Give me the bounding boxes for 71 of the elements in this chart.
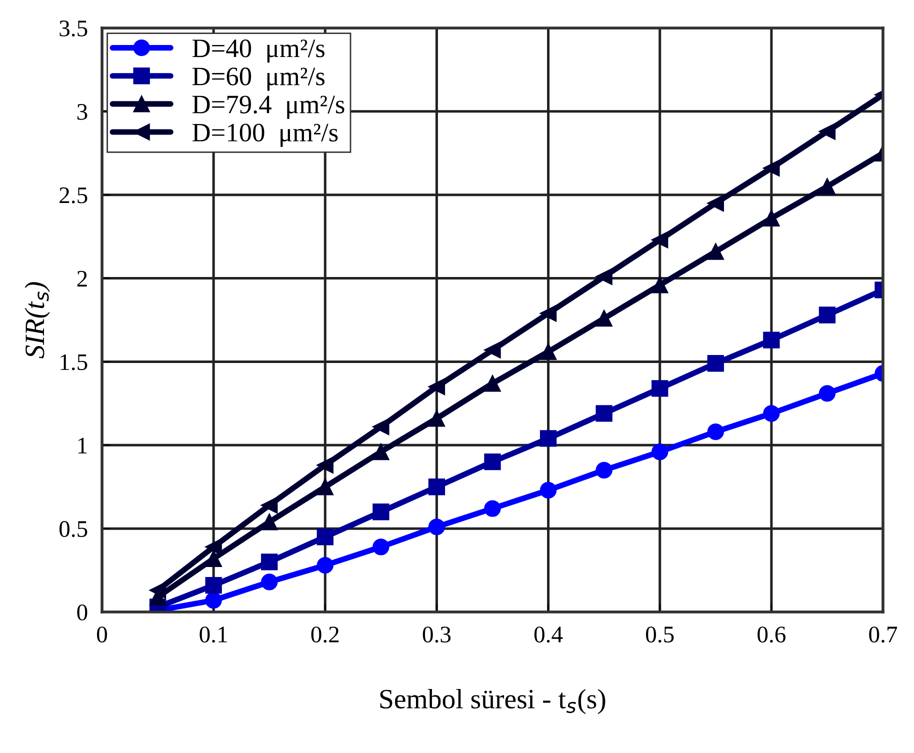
point — [484, 500, 501, 517]
y-tick-label: 3 — [77, 104, 88, 120]
point — [596, 268, 612, 285]
y-tick-label: 1 — [78, 438, 87, 454]
y-tick-label: 3.5 — [60, 20, 88, 37]
point — [652, 380, 668, 397]
point — [763, 332, 780, 348]
point — [707, 194, 724, 212]
point — [372, 504, 390, 520]
y-tick-label: 2.5 — [60, 187, 88, 204]
y-tick-label: 0.5 — [59, 521, 88, 538]
x-tick-label: 0.4 — [534, 626, 563, 643]
point — [596, 310, 612, 327]
point — [707, 423, 724, 440]
point — [596, 405, 612, 422]
point — [149, 582, 166, 599]
point — [261, 554, 278, 570]
legend-label: D=40 μm²/s — [192, 39, 324, 63]
point — [428, 518, 446, 536]
point — [484, 342, 501, 358]
point — [205, 550, 222, 567]
point — [205, 538, 222, 556]
point — [484, 375, 501, 392]
point — [540, 430, 557, 447]
y-axis-title: SIR(t$_{s}$) — [24, 282, 50, 358]
point — [818, 385, 836, 402]
point — [596, 462, 612, 479]
x-tick-label: 0.1 — [200, 626, 227, 643]
point — [261, 496, 278, 514]
point — [316, 556, 334, 574]
point — [540, 304, 557, 322]
legend-label: D=79.4 μm²/s — [192, 96, 344, 119]
point — [818, 306, 836, 324]
x-tick-label: 0 — [96, 626, 108, 643]
point — [818, 178, 836, 195]
point — [540, 482, 557, 499]
point — [372, 418, 390, 436]
x-tick-label: 0.2 — [311, 626, 339, 643]
y-tick-label: 2 — [77, 270, 87, 286]
x-tick-label: 0.7 — [869, 626, 898, 643]
x-axis-title: Sembol süresi - t$_{s}$(s) — [380, 688, 606, 714]
point — [316, 456, 334, 474]
point — [372, 538, 390, 556]
y-tick-label: 1.5 — [60, 354, 88, 370]
x-tick-label: 0.6 — [758, 626, 786, 643]
point — [652, 276, 668, 294]
point — [707, 243, 724, 260]
point — [428, 478, 446, 496]
point — [316, 528, 334, 546]
point — [763, 210, 780, 227]
point — [428, 410, 446, 427]
point — [261, 574, 278, 590]
point — [372, 443, 390, 460]
point — [652, 232, 668, 248]
x-tick-label: 0.5 — [646, 626, 674, 643]
x-tick-label: 0.3 — [422, 626, 451, 643]
legend-label: D=100 μm²/s — [192, 124, 338, 147]
point — [205, 576, 222, 594]
point — [707, 355, 724, 372]
point — [484, 453, 501, 470]
y-tick-label: 0 — [77, 604, 88, 620]
point — [652, 443, 668, 460]
point — [316, 478, 334, 496]
point — [540, 343, 557, 360]
point — [261, 514, 278, 530]
legend-label: D=60 μm²/s — [192, 68, 324, 91]
point — [763, 160, 780, 176]
point — [205, 592, 222, 609]
point — [763, 405, 780, 422]
point — [428, 378, 446, 396]
point — [818, 123, 836, 140]
